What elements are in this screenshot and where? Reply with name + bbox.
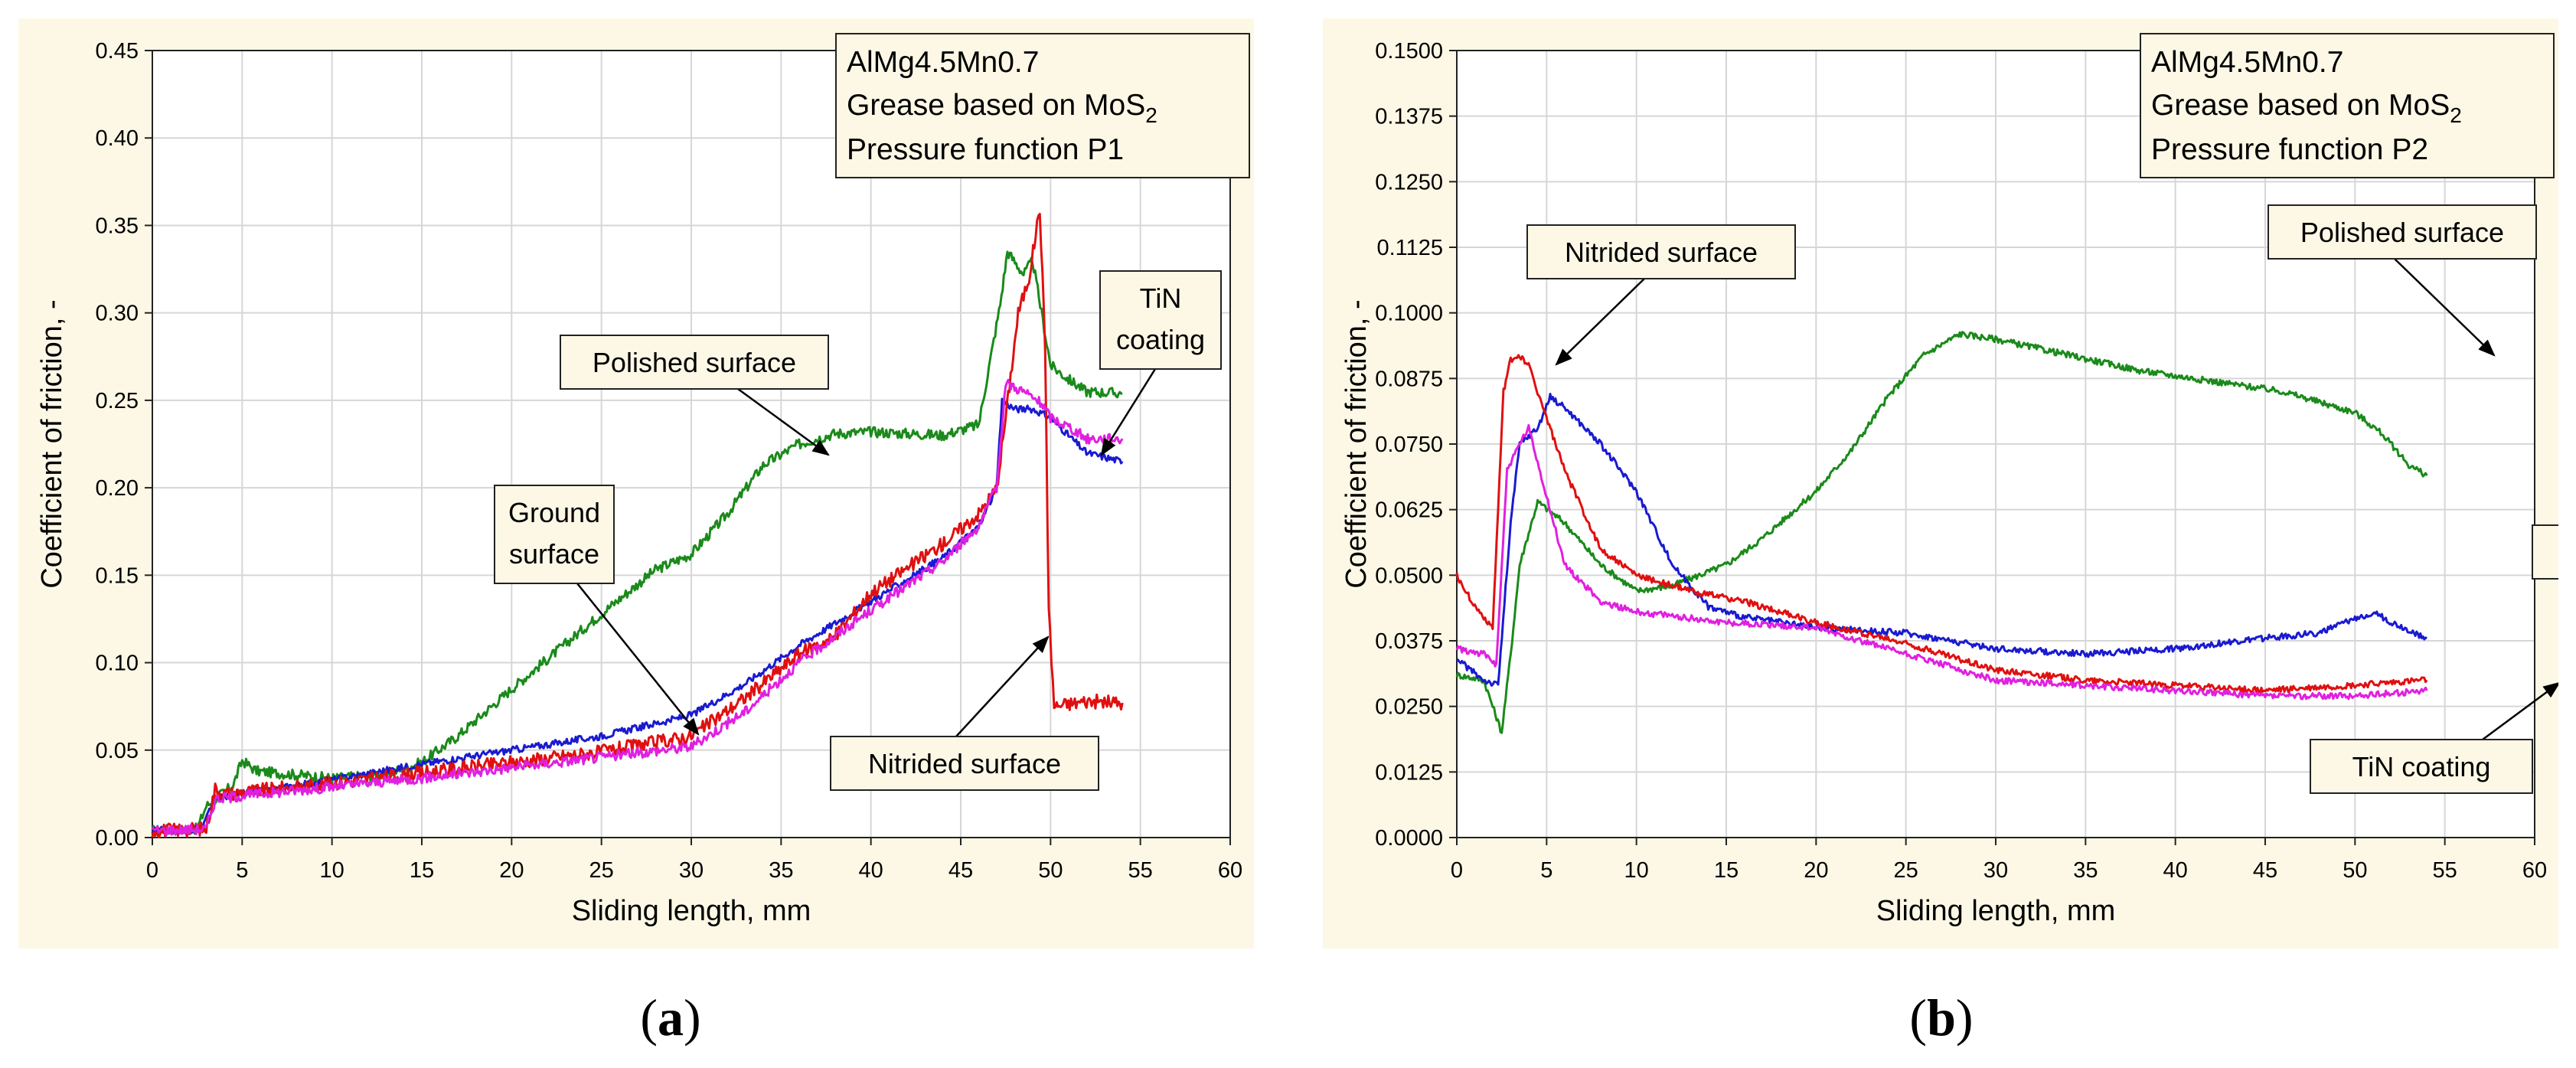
chart-a-annotation-text: surface <box>509 538 599 570</box>
chart-a-y-tick-label: 0.40 <box>96 126 139 151</box>
chart-a-y-tick-label: 0.35 <box>96 214 139 238</box>
chart-b-x-tick-label: 60 <box>2522 858 2547 883</box>
chart-panel-a: 0 5 10 15 20 25 30 35 40 45 50 55 60 0.00 0.05 0.10 0.15… <box>18 18 1254 949</box>
chart-b-x-tick-label: 45 <box>2253 858 2277 883</box>
chart-b-x-tick-label: 20 <box>1804 858 1828 883</box>
chart-b-x-tick-label: 30 <box>1983 858 2008 883</box>
chart-b-y-tick-label: 0.1000 <box>1375 302 1443 326</box>
chart-a-y-axis-label: Coefficient of friction, - <box>36 299 68 588</box>
chart-b-series-tin-coating <box>1455 423 2428 701</box>
chart-b-info-box: AlMg4.5Mn0.7 Grease based on MoS2 Pressure… <box>2140 33 2555 178</box>
chart-b-y-tick-label: 0.1250 <box>1375 170 1443 194</box>
chart-b-y-axis-label: Coefficient of friction, - <box>1340 299 1373 588</box>
chart-a-x-tick-label: 45 <box>948 858 973 883</box>
chart-b-x-tick-label: 15 <box>1714 858 1739 883</box>
chart-a-y-tick-label: 0.10 <box>96 652 139 676</box>
chart-a-x-tick-label: 40 <box>859 858 883 883</box>
chart-b-x-tick-label: 25 <box>1894 858 1918 883</box>
chart-a-annotation-arrow <box>737 387 830 456</box>
chart-a-annotation-arrow <box>955 635 1050 737</box>
chart-b-y-tick-label: 0.0750 <box>1375 433 1443 457</box>
chart-b-annotation-text: Polished surface <box>2300 217 2504 248</box>
chart-b-x-tick-label: 50 <box>2343 858 2367 883</box>
chart-b-x-tick-label: 35 <box>2073 858 2098 883</box>
chart-b-info-line3: Pressure function P2 <box>2151 133 2428 166</box>
chart-b-y-tick-label: 0.0500 <box>1375 563 1443 588</box>
chart-b-y-tick-label: 0.0625 <box>1375 498 1443 523</box>
chart-b-y-tick-label: 0.0125 <box>1375 760 1443 785</box>
chart-b-y-tick-label: 0.1375 <box>1375 105 1443 129</box>
panel-label-b: (b) <box>1909 988 1974 1047</box>
chart-b-annotation-nitrided-surface: Nitrided surface <box>1526 224 1796 366</box>
chart-b-annotation-text: TiN coating <box>2352 751 2491 782</box>
chart-a-annotation-polished-surface: Polished surface <box>560 335 830 456</box>
chart-a-x-tick-label: 25 <box>589 858 614 883</box>
chart-a-y-tick-label: 0.30 <box>96 302 139 326</box>
chart-a-svg: 0 5 10 15 20 25 30 35 40 45 50 55 60 0.00 0.05 0.10 0.15… <box>36 33 1250 927</box>
chart-b-annotation-polished-surface: Polished surface <box>2267 204 2537 357</box>
chart-panel-b: 0 5 10 15 20 25 30 35 40 45 50 55 60 0.0000 0.0125 0.02… <box>1323 18 2558 949</box>
chart-b-annotation-arrow <box>1555 278 1645 366</box>
chart-b-annotation-ground-surface: Ground surface <box>2532 524 2558 580</box>
chart-b-y-tick-label: 0.0875 <box>1375 367 1443 391</box>
chart-b-svg: 0 5 10 15 20 25 30 35 40 45 50 55 60 0.0000 0.0125 0.02… <box>1340 33 2558 927</box>
chart-a-annotation-text: Nitrided surface <box>868 748 1061 779</box>
chart-a-annotation-ground-surface: Ground surface <box>494 485 700 736</box>
chart-a-x-tick-label: 35 <box>769 858 793 883</box>
chart-a-x-tick-label: 15 <box>410 858 434 883</box>
chart-a-info-line2: Grease based on MoS2 <box>847 89 1157 127</box>
chart-a-annotation-nitrided-surface: Nitrided surface <box>830 635 1099 791</box>
chart-b-annotation-arrow <box>2394 258 2496 357</box>
chart-a-y-tick-label: 0.25 <box>96 389 139 413</box>
chart-b-series-polished-surface <box>1455 331 2428 734</box>
chart-b-y-tick-label: 0.1500 <box>1375 39 1443 64</box>
chart-b-y-tick-label: 0.0000 <box>1375 826 1443 851</box>
chart-a-y-tick-label: 0.20 <box>96 476 139 501</box>
chart-a-info-line3: Pressure function P1 <box>847 133 1124 166</box>
chart-b-info-line2: Grease based on MoS2 <box>2151 89 2462 127</box>
chart-b-x-tick-label: 55 <box>2433 858 2457 883</box>
chart-a-y-tick-label: 0.05 <box>96 739 139 763</box>
chart-a-x-tick-label: 30 <box>679 858 704 883</box>
chart-b-x-tick-label: 5 <box>1540 858 1552 883</box>
chart-b-y-tick-label: 0.1125 <box>1376 236 1443 260</box>
chart-b-annotation-arrow <box>2482 681 2558 741</box>
chart-b-x-tick-label: 10 <box>1624 858 1649 883</box>
chart-b-annotation-text: Nitrided surface <box>1565 237 1758 268</box>
chart-a-annotation-text: Ground <box>508 497 600 528</box>
chart-a-info-box: AlMg4.5Mn0.7 Grease based on MoS2 Pressure… <box>835 33 1250 178</box>
chart-a-x-tick-label: 20 <box>499 858 524 883</box>
chart-b-x-tick-label: 0 <box>1451 858 1463 883</box>
chart-a-x-tick-label: 55 <box>1128 858 1153 883</box>
chart-b-info-line1: AlMg4.5Mn0.7 <box>2151 46 2343 79</box>
chart-b-y-tick-label: 0.0375 <box>1375 629 1443 654</box>
chart-a-annotation-text: Polished surface <box>593 347 796 378</box>
chart-b-series-ground-surface <box>1456 393 2427 687</box>
chart-b-y-tick-label: 0.0250 <box>1375 695 1443 720</box>
chart-a-series-tin-coating <box>151 378 1124 837</box>
chart-a-x-tick-label: 0 <box>146 858 158 883</box>
chart-a-x-tick-label: 50 <box>1038 858 1063 883</box>
chart-a-annotation-tin-coating: TiN coating <box>1099 270 1222 456</box>
chart-a-x-tick-label: 10 <box>320 858 344 883</box>
chart-a-info-line1: AlMg4.5Mn0.7 <box>847 46 1039 79</box>
chart-b-x-tick-label: 40 <box>2163 858 2188 883</box>
chart-a-annotation-arrow <box>1100 368 1157 456</box>
chart-a-y-tick-label: 0.00 <box>96 826 139 851</box>
chart-a-x-axis-label: Sliding length, mm <box>572 895 811 927</box>
chart-b-x-axis-label: Sliding length, mm <box>1876 895 2116 927</box>
chart-b-series-nitrided-surface <box>1455 354 2428 694</box>
chart-a-y-tick-label: 0.15 <box>96 563 139 588</box>
chart-a-annotation-text: TiN <box>1140 283 1182 314</box>
chart-b-annotation-tin-coating: TiN coating <box>2310 681 2558 794</box>
chart-a-x-tick-label: 60 <box>1218 858 1242 883</box>
chart-a-series-polished-surface <box>152 250 1123 837</box>
chart-a-annotation-text: coating <box>1116 324 1205 355</box>
chart-a-x-tick-label: 5 <box>236 858 248 883</box>
chart-a-annotation-arrow <box>576 583 700 736</box>
chart-a-y-tick-label: 0.45 <box>96 39 139 64</box>
panel-label-a: (a) <box>640 988 701 1047</box>
